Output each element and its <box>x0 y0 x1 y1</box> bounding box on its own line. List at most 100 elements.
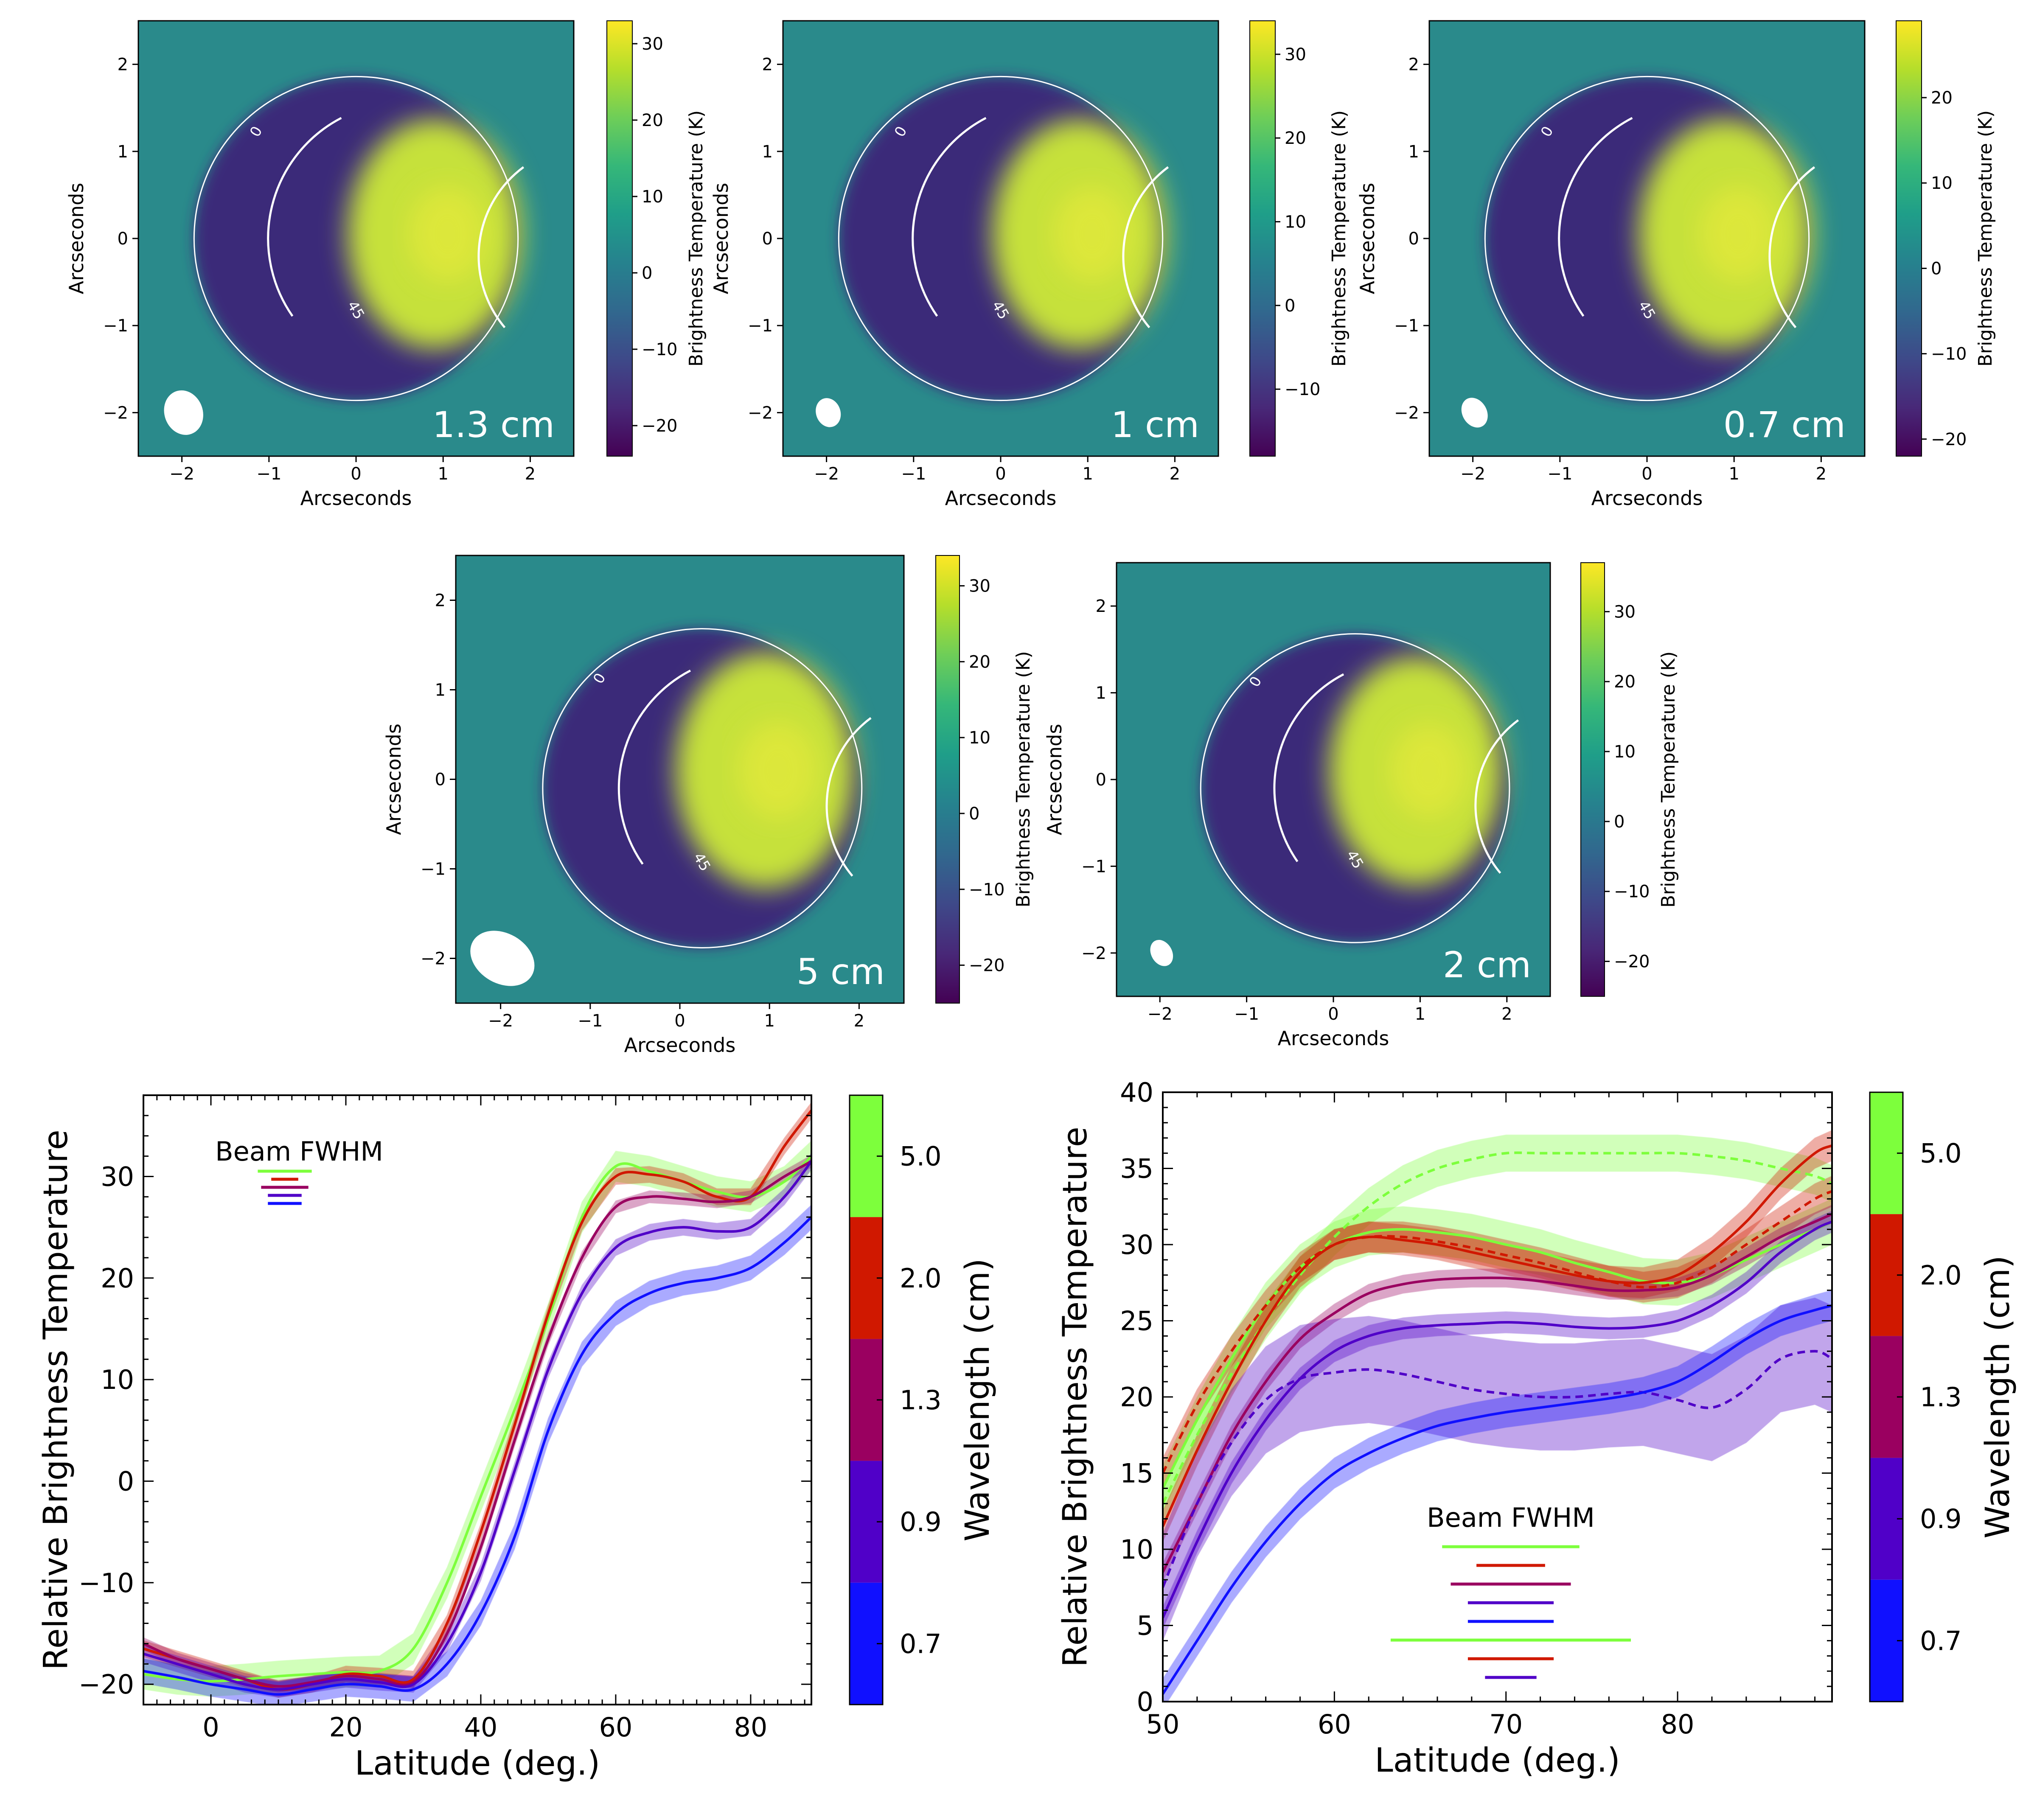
x-tick-label: 2 <box>525 464 536 484</box>
limb-contour <box>1200 633 1510 943</box>
y-tick-label: 35 <box>1120 1153 1153 1184</box>
plot-area <box>1163 1130 1832 1702</box>
latitude-45-contour <box>477 166 525 328</box>
wavelength-colorbar-label: Wavelength (cm) <box>1979 1255 2017 1538</box>
x-tick-label: 0 <box>674 1011 685 1031</box>
series-line-0-9 <box>143 1160 811 1691</box>
y-axis-label: Arcseconds <box>65 183 88 294</box>
x-tick-label: 1 <box>438 464 448 484</box>
y-tick-label: −1 <box>1081 857 1106 876</box>
polar-hotspot <box>1699 186 1778 282</box>
colorbar-tick-label: 20 <box>1285 129 1306 148</box>
uncertainty-band-1-3 <box>143 1155 811 1693</box>
latitude-0-contour <box>912 117 987 317</box>
latitude-0-contour <box>617 670 691 865</box>
series-line-0-9 <box>1163 1220 1832 1618</box>
y-tick-label: 0 <box>1137 1686 1153 1717</box>
y-axis-label: Arcseconds <box>382 724 405 835</box>
colorbar-tick-label: 30 <box>969 577 990 596</box>
colorbar-tick-label: −10 <box>642 340 677 359</box>
latitude-45-contour <box>1768 166 1815 328</box>
limb-contour <box>1484 76 1810 401</box>
x-axis-label: Arcseconds <box>1591 487 1703 510</box>
y-tick-label: 25 <box>1120 1306 1153 1337</box>
y-tick-label: 1 <box>1096 684 1106 703</box>
y-tick-label: −10 <box>79 1568 134 1598</box>
uncertainty-band-1-3 <box>1163 1204 1832 1582</box>
uncertainty-band-0-7 <box>1163 1290 1832 1702</box>
x-tick-label: −1 <box>1234 1004 1259 1024</box>
x-tick-label: 1 <box>1728 464 1739 484</box>
wavelength-colorbar-tick-label: 2.0 <box>900 1263 942 1294</box>
y-tick-label: 0 <box>118 229 128 249</box>
polar-hotspot <box>408 186 487 282</box>
wavelength-label: 1.3 cm <box>432 404 555 446</box>
x-tick-label: 0 <box>202 1712 219 1743</box>
colorbar-tick-label: −20 <box>1614 952 1650 972</box>
colorbar-tick-label: −20 <box>1931 430 1967 449</box>
y-tick-label: 0 <box>762 229 773 249</box>
uncertainty-band-0-9 <box>143 1152 811 1698</box>
uncertainty-band-0-9 <box>1163 1210 1832 1629</box>
x-tick-label: −2 <box>1460 464 1485 484</box>
wavelength-label: 0.7 cm <box>1723 404 1846 446</box>
wavelength-colorbar-tick-label: 1.3 <box>900 1385 942 1416</box>
y-tick-label: 2 <box>118 55 128 75</box>
beam-ellipse <box>1461 398 1488 428</box>
x-axis-label: Latitude (deg.) <box>355 1744 600 1783</box>
beam-ellipse <box>470 931 535 986</box>
x-axis-label: Arcseconds <box>624 1034 736 1057</box>
colorbar-tick-label: 30 <box>1614 602 1636 622</box>
x-tick-label: 2 <box>1816 464 1827 484</box>
x-tick-label: −2 <box>488 1011 513 1031</box>
y-tick-label: −1 <box>421 860 446 879</box>
beam-ellipse <box>816 398 841 427</box>
colorbar-tick-label: 20 <box>1614 672 1636 692</box>
wavelength-colorbar-tick-label: 1.3 <box>1920 1382 1962 1413</box>
uncertainty-band-5-0 <box>1163 1198 1832 1512</box>
plot-background <box>143 1095 811 1705</box>
y-tick-label: 1 <box>435 681 446 700</box>
colorbar <box>1896 20 1922 457</box>
colorbar-tick-label: 30 <box>1285 45 1306 64</box>
wavelength-label: 2 cm <box>1443 944 1531 986</box>
y-tick-label: 0 <box>1409 229 1419 249</box>
y-axis-label: Arcseconds <box>1356 183 1379 294</box>
y-tick-label: 2 <box>1096 597 1106 616</box>
colorbar-tick-label: −10 <box>969 880 1004 900</box>
series-line-1-3 <box>143 1160 811 1688</box>
y-axis-label: Relative Brightness Temperature <box>37 1130 75 1670</box>
y-tick-label: 2 <box>762 55 773 75</box>
y-tick-label: 1 <box>762 142 773 162</box>
uncertainty-band-0-9-alt- <box>1163 1297 1832 1641</box>
x-tick-label: 2 <box>854 1011 864 1031</box>
uncertainty-band-5-0-alt- <box>1163 1134 1832 1522</box>
x-tick-label: 0 <box>351 464 361 484</box>
y-tick-label: −1 <box>1394 316 1419 336</box>
beam-ellipse <box>1150 939 1173 966</box>
y-tick-label: 10 <box>101 1364 134 1395</box>
x-tick-label: −1 <box>256 464 281 484</box>
wavelength-colorbar-tick-label: 5.0 <box>1920 1138 1962 1169</box>
colorbar-tick-label: 10 <box>1614 742 1636 762</box>
y-tick-label: −2 <box>748 403 773 423</box>
colorbar-label: Brightness Temperature (K) <box>1975 110 1996 367</box>
y-tick-label: −1 <box>748 316 773 336</box>
x-tick-label: −1 <box>1547 464 1572 484</box>
x-tick-label: 60 <box>1318 1709 1351 1740</box>
uncertainty-band-2-0 <box>143 1102 811 1698</box>
colorbar-label: Brightness Temperature (K) <box>1658 651 1679 908</box>
latitude-45-contour <box>825 717 872 877</box>
wavelength-label: 5 cm <box>797 951 885 993</box>
series-line-1-3 <box>1163 1213 1832 1573</box>
colorbar-label: Brightness Temperature (K) <box>685 110 707 367</box>
x-axis-label: Arcseconds <box>1278 1027 1389 1050</box>
colorbar-tick-label: 0 <box>1931 259 1942 278</box>
x-tick-label: 1 <box>1082 464 1093 484</box>
